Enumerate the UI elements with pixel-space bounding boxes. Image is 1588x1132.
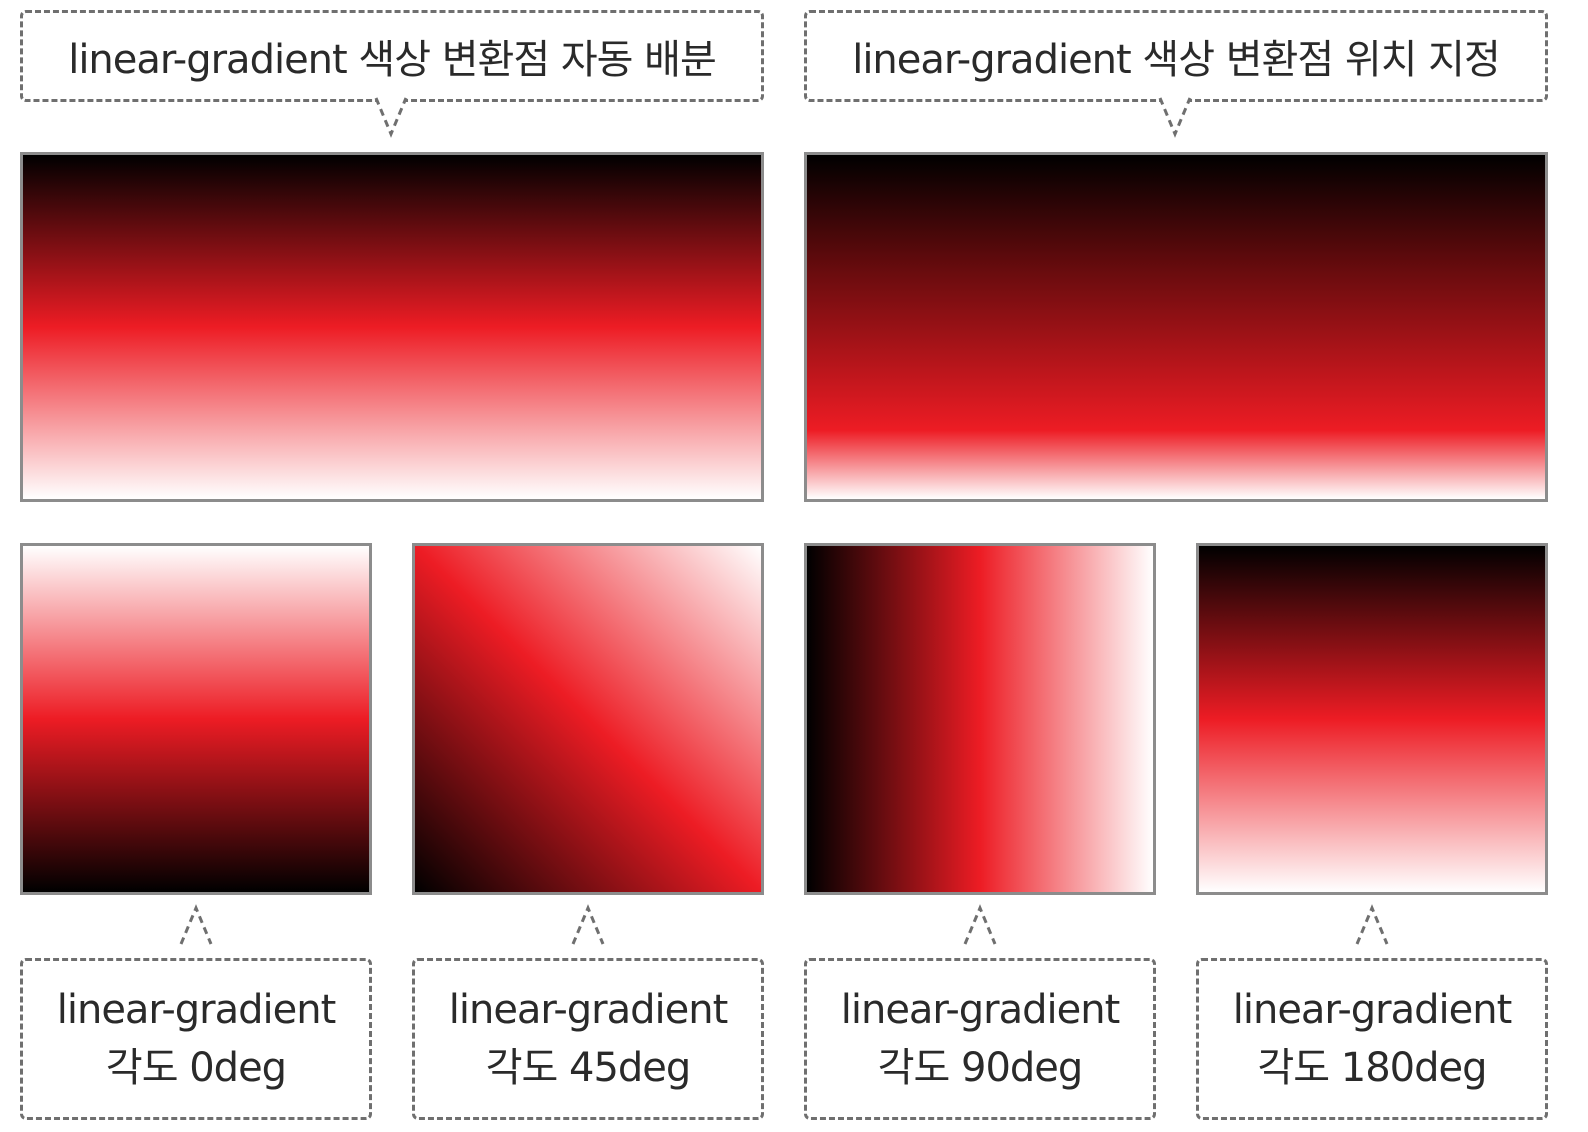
callout-0deg-line1: linear-gradient <box>56 987 337 1033</box>
callout-auto-stops: linear-gradient 색상 변환점 자동 배분 <box>20 10 764 102</box>
callout-180deg: linear-gradient 각도 180deg <box>1196 958 1548 1120</box>
pointer-down-auto <box>374 97 408 138</box>
callout-90deg: linear-gradient 각도 90deg <box>804 958 1156 1120</box>
callout-90deg-line1: linear-gradient <box>840 987 1121 1033</box>
callout-auto-stops-text: linear-gradient 색상 변환점 자동 배분 <box>68 37 717 83</box>
pointer-up-0deg <box>179 904 213 945</box>
pointer-down-positioned <box>1158 97 1192 138</box>
gradient-box-positioned-stops <box>804 152 1548 502</box>
callout-45deg-line1: linear-gradient <box>448 987 729 1033</box>
callout-positioned-stops: linear-gradient 색상 변환점 위치 지정 <box>804 10 1548 102</box>
callout-45deg: linear-gradient 각도 45deg <box>412 958 764 1120</box>
gradient-box-0deg <box>20 543 372 895</box>
pointer-up-180deg <box>1355 904 1389 945</box>
callout-0deg-line2: 각도 0deg <box>105 1045 287 1091</box>
callout-0deg: linear-gradient 각도 0deg <box>20 958 372 1120</box>
gradient-box-auto-stops <box>20 152 764 502</box>
pointer-up-45deg <box>571 904 605 945</box>
callout-positioned-stops-text: linear-gradient 색상 변환점 위치 지정 <box>852 37 1501 83</box>
gradient-box-90deg <box>804 543 1156 895</box>
callout-90deg-line2: 각도 90deg <box>877 1045 1084 1091</box>
gradient-box-45deg <box>412 543 764 895</box>
gradient-box-180deg <box>1196 543 1548 895</box>
callout-180deg-line1: linear-gradient <box>1232 987 1513 1033</box>
pointer-up-90deg <box>963 904 997 945</box>
callout-45deg-line2: 각도 45deg <box>485 1045 692 1091</box>
callout-180deg-line2: 각도 180deg <box>1257 1045 1487 1091</box>
